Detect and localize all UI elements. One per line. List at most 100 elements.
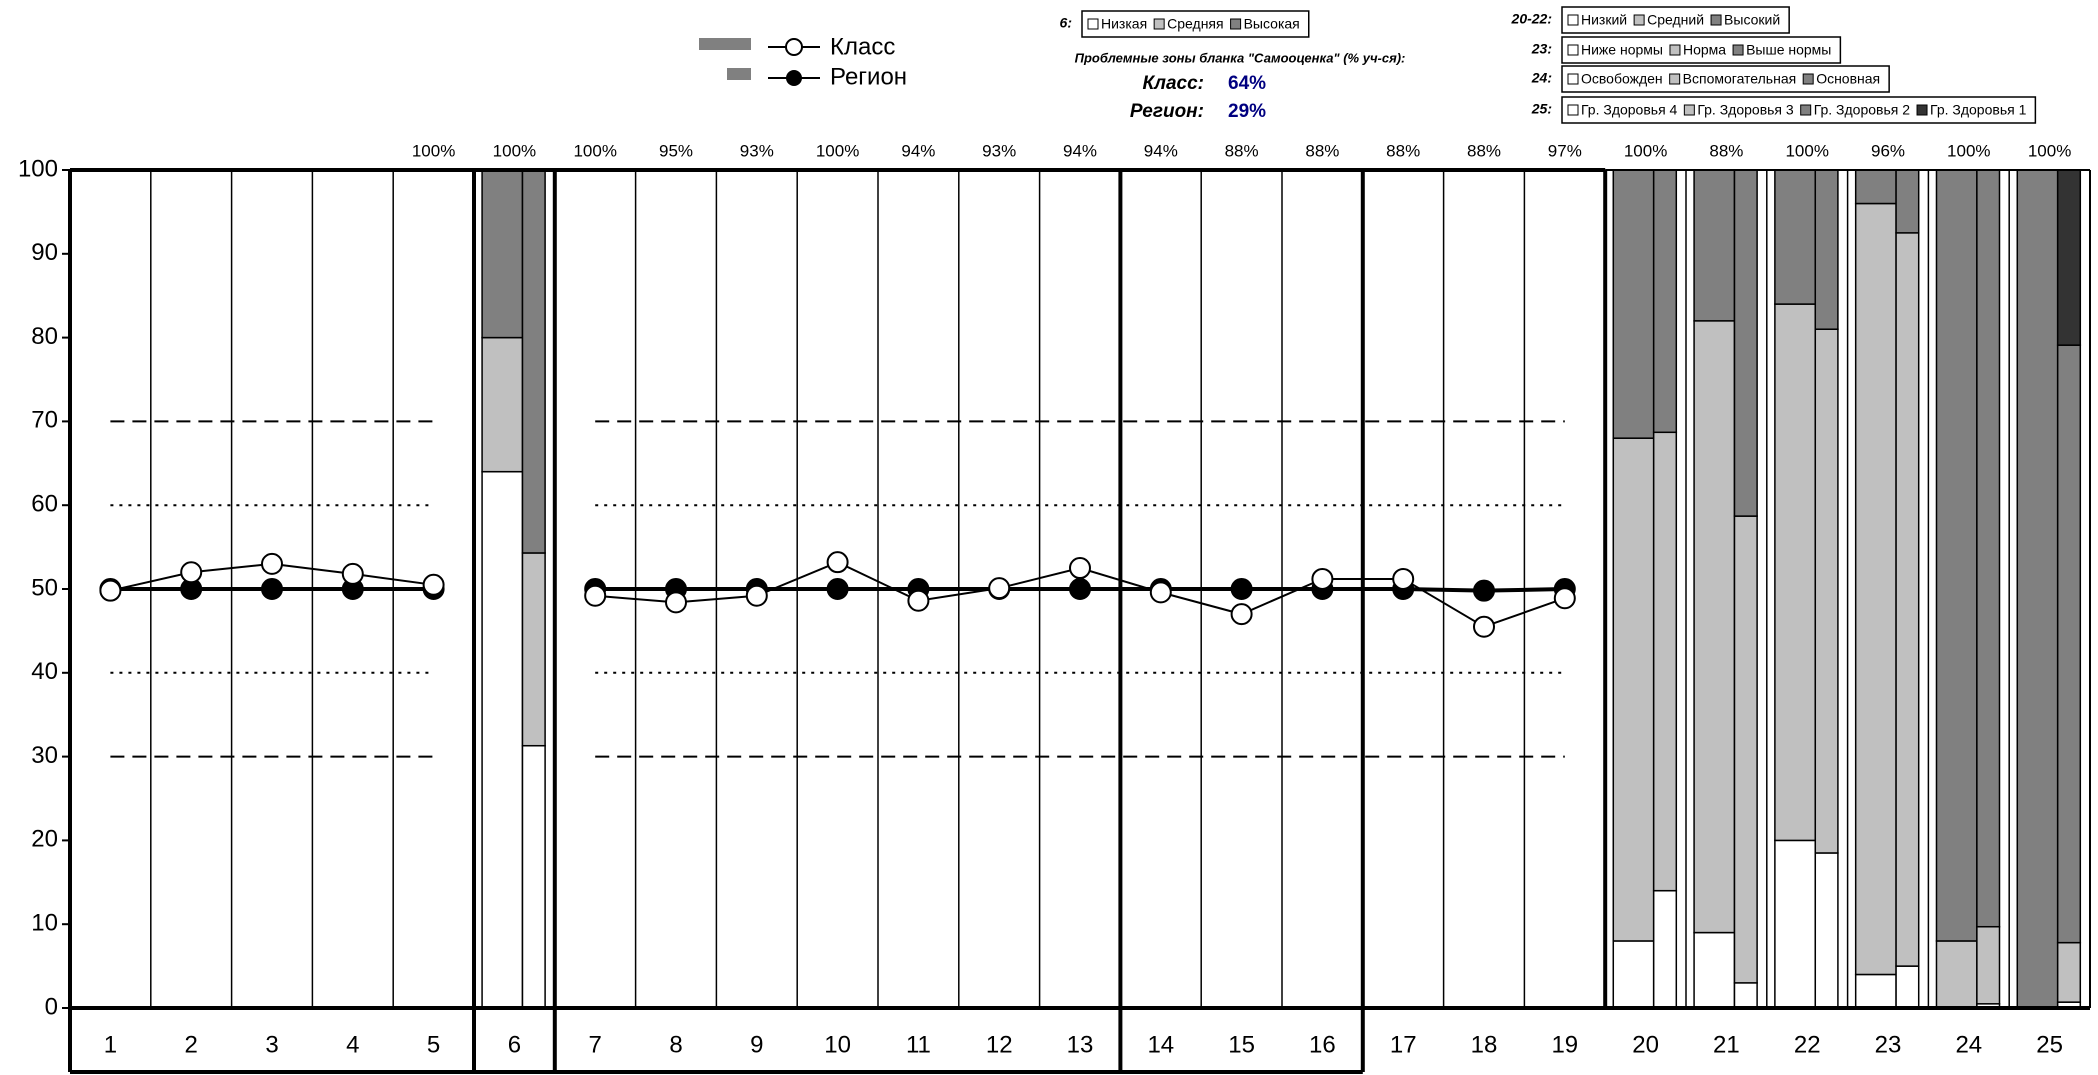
- legend-label: Норма: [1683, 42, 1726, 58]
- series-marker: [341, 562, 364, 585]
- legend-swatch: [1230, 18, 1242, 30]
- x-tick-label: 24: [1955, 1031, 1982, 1058]
- legend-label: Класс: [830, 33, 895, 60]
- x-tick-label: 17: [1390, 1031, 1417, 1058]
- x-tick-label: 3: [265, 1031, 278, 1058]
- summary-value: 64%: [1228, 73, 1266, 94]
- legend-swatch: [1732, 44, 1744, 56]
- series-marker: [826, 578, 849, 600]
- legend-label: Регион: [830, 63, 907, 90]
- legend-group-label: 23:: [1531, 41, 1552, 57]
- legend-label: Ниже нормы: [1581, 42, 1663, 58]
- x-tick-label: 5: [427, 1031, 440, 1058]
- bar-segment: [1895, 169, 1920, 234]
- legend-swatch: [699, 38, 751, 50]
- legend-group-label: 6:: [1060, 15, 1072, 31]
- bar-segment: [1652, 431, 1678, 892]
- bar-segment: [1733, 982, 1758, 1009]
- bar-segment: [1693, 169, 1736, 322]
- series-marker: [1311, 567, 1334, 590]
- series-marker: [180, 561, 203, 584]
- legend-label: Вспомогательная: [1683, 71, 1797, 87]
- summary-label: Регион:: [1130, 101, 1204, 122]
- x-tick-label: 13: [1067, 1031, 1094, 1058]
- bar-segment: [1935, 169, 1978, 942]
- legend-box: [1561, 65, 1890, 93]
- legend-box: [1561, 96, 2037, 124]
- column-label: 88%: [1305, 141, 1339, 160]
- bar-segment: [1693, 931, 1736, 1009]
- x-tick-label: 9: [750, 1031, 763, 1058]
- series-marker: [907, 589, 930, 612]
- bar-segment: [1612, 437, 1655, 942]
- x-tick-label: 15: [1228, 1031, 1255, 1058]
- bar-segment: [2016, 169, 2059, 1009]
- y-tick-label: 90: [31, 239, 58, 266]
- legend-swatch: [1802, 73, 1814, 85]
- y-tick-label: 70: [31, 407, 58, 434]
- bar-segment: [481, 169, 524, 339]
- legend-label: Гр. Здоровья 4: [1581, 102, 1678, 118]
- legend-swatch: [1087, 18, 1099, 30]
- legend-swatch: [1567, 73, 1579, 85]
- bar-segment: [1814, 328, 1839, 854]
- legend-swatch: [1710, 14, 1722, 26]
- legend-label: Средний: [1647, 12, 1704, 28]
- x-tick-label: 1: [104, 1031, 117, 1058]
- y-tick-label: 20: [31, 826, 58, 853]
- y-tick-label: 80: [31, 323, 58, 350]
- column-label: 93%: [740, 141, 774, 160]
- legend-marker: [786, 70, 802, 86]
- column-label: 100%: [1947, 141, 1990, 160]
- bar-segment: [1774, 169, 1817, 305]
- bar-segment: [1935, 940, 1978, 1009]
- legend-label: Высокая: [1244, 16, 1300, 32]
- bar-segment: [1854, 973, 1897, 1009]
- bar-segment: [1976, 169, 2001, 928]
- legend-box: [1561, 6, 1790, 34]
- y-tick-label: 60: [31, 491, 58, 518]
- legend-label: Низкий: [1581, 12, 1627, 28]
- column-label: 100%: [1785, 141, 1828, 160]
- x-tick-label: 6: [508, 1031, 521, 1058]
- column-label: 94%: [1063, 141, 1097, 160]
- bar-segment: [1854, 202, 1897, 976]
- x-tick-label: 23: [1875, 1031, 1902, 1058]
- series-marker: [826, 551, 849, 574]
- series-marker: [1069, 578, 1091, 600]
- bar-segment: [1854, 169, 1897, 205]
- legend-label: Основная: [1816, 71, 1880, 87]
- legend-group-label: 20-22:: [1511, 11, 1552, 27]
- y-tick-label: 100: [18, 155, 58, 182]
- column-label: 93%: [982, 141, 1016, 160]
- legend-label: Высокий: [1724, 12, 1780, 28]
- series-marker: [1230, 578, 1253, 600]
- legend-swatch: [1669, 73, 1681, 85]
- legend-label: Гр. Здоровья 2: [1814, 102, 1911, 118]
- series-marker: [1473, 579, 1495, 602]
- bar-segment: [1733, 169, 1758, 517]
- y-tick-label: 30: [31, 742, 58, 769]
- bar-segment: [1976, 925, 2001, 1005]
- bar-segment: [481, 470, 524, 1009]
- series-marker: [422, 573, 445, 596]
- legend-swatch: [1567, 44, 1579, 56]
- legend-swatch: [1567, 104, 1579, 116]
- y-tick-label: 0: [45, 993, 58, 1020]
- series-marker: [261, 578, 283, 600]
- legend-label: Выше нормы: [1746, 42, 1831, 58]
- column-label: 96%: [1871, 141, 1905, 160]
- legend-swatch: [1153, 18, 1165, 30]
- bar-segment: [1774, 303, 1817, 842]
- bar-segment: [1895, 965, 1920, 1009]
- x-tick-label: 2: [185, 1031, 198, 1058]
- column-label: 88%: [1386, 141, 1420, 160]
- legend-swatch: [1633, 14, 1645, 26]
- column-label: 100%: [816, 141, 859, 160]
- bar-segment: [2056, 169, 2082, 346]
- legend-box: [1561, 36, 1842, 64]
- x-tick-label: 20: [1632, 1031, 1659, 1058]
- legend-label: Средняя: [1167, 16, 1223, 32]
- y-tick-label: 50: [31, 574, 58, 601]
